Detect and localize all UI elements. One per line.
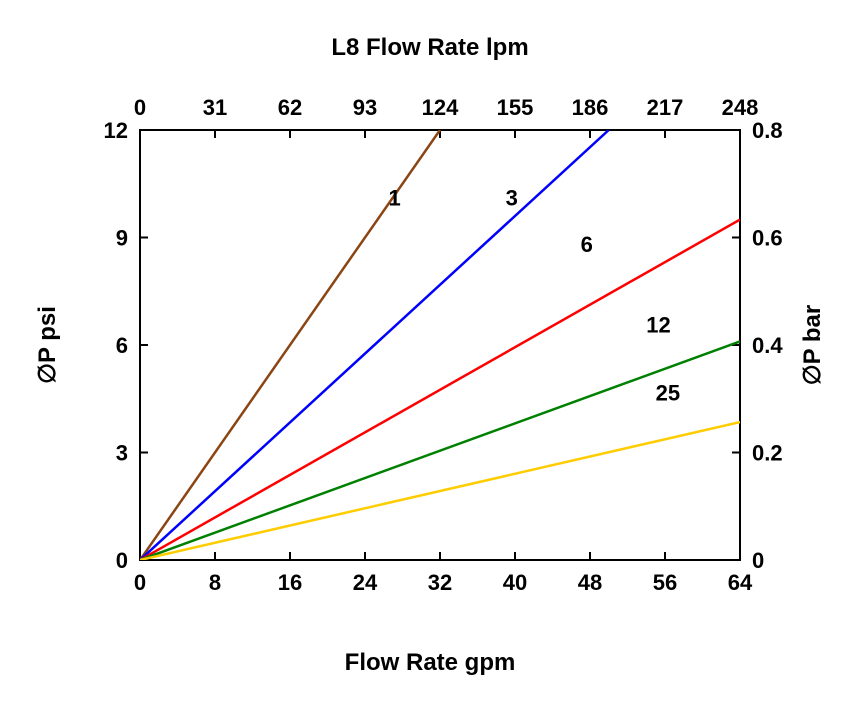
ytick-label-right: 0.2	[752, 441, 783, 466]
ytick-label-right: 0.6	[752, 226, 783, 251]
series-line-6	[140, 220, 740, 560]
pressure-flow-chart: L8 Flow Rate lpm 0816243240485664 031629…	[0, 0, 860, 700]
xtick-label-top: 62	[278, 95, 302, 120]
ytick-label-left: 3	[116, 441, 128, 466]
xtick-label-bottom: 32	[428, 570, 452, 595]
series-label-3: 3	[506, 185, 518, 210]
ytick-label-right: 0	[752, 548, 764, 573]
xtick-label-top: 186	[572, 95, 609, 120]
x-axis-label-bottom: Flow Rate gpm	[345, 649, 516, 676]
ytick-label-right: 0.8	[752, 118, 783, 143]
xtick-label-top: 248	[722, 95, 759, 120]
series-line-25	[140, 422, 740, 560]
xtick-label-top: 217	[647, 95, 684, 120]
xtick-label-bottom: 8	[209, 570, 221, 595]
xtick-label-top: 0	[134, 95, 146, 120]
xtick-label-bottom: 0	[134, 570, 146, 595]
ytick-label-right: 0.4	[752, 333, 783, 358]
xtick-label-bottom: 24	[353, 570, 378, 595]
xtick-label-bottom: 40	[503, 570, 527, 595]
xtick-label-bottom: 48	[578, 570, 602, 595]
chart-svg: L8 Flow Rate lpm 0816243240485664 031629…	[0, 0, 860, 700]
ytick-label-left: 12	[104, 118, 128, 143]
xtick-label-bottom: 16	[278, 570, 302, 595]
ytick-label-left: 6	[116, 333, 128, 358]
y-axis-label-left: ∅P psi	[34, 306, 61, 384]
xtick-label-bottom: 64	[728, 570, 753, 595]
xtick-label-top: 124	[422, 95, 459, 120]
ytick-label-left: 0	[116, 548, 128, 573]
xtick-label-bottom: 56	[653, 570, 677, 595]
ytick-label-left: 9	[116, 226, 128, 251]
y-axis-label-right: ∅P bar	[799, 305, 826, 386]
series-label-12: 12	[646, 312, 670, 337]
top-axis-title: L8 Flow Rate lpm	[331, 34, 528, 61]
series-label-1: 1	[388, 185, 400, 210]
series-line-3	[140, 130, 609, 560]
series-label-6: 6	[581, 232, 593, 257]
xtick-label-top: 31	[203, 95, 227, 120]
xtick-label-top: 93	[353, 95, 377, 120]
xtick-label-top: 155	[497, 95, 534, 120]
series-line-12	[140, 341, 740, 560]
plot-border	[140, 130, 740, 560]
series-label-25: 25	[656, 381, 680, 406]
